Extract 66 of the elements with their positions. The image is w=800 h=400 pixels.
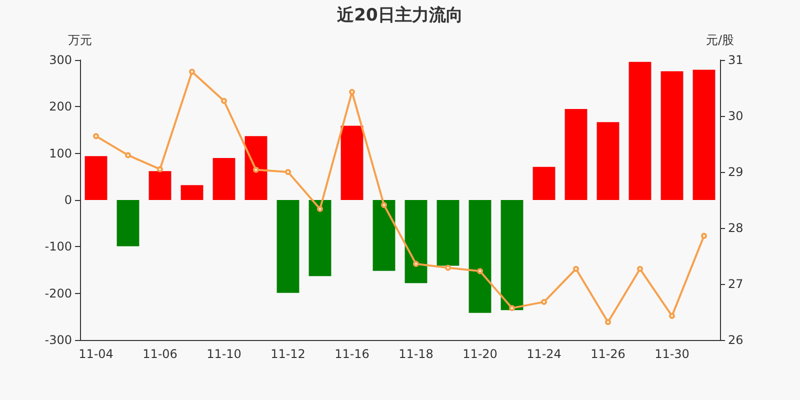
point	[349, 88, 355, 95]
y-tick-label: 300	[49, 53, 72, 67]
y2-tick-label: 28	[728, 221, 744, 235]
x-tick-label: 11-30	[654, 347, 690, 361]
y-tick-label: -100	[44, 240, 72, 254]
point	[413, 260, 419, 267]
x-tick-label: 11-12	[270, 347, 306, 361]
bar	[276, 200, 300, 293]
chart-title: 近20日主力流向	[336, 6, 463, 26]
bar	[404, 200, 428, 284]
y-tick-label: -300	[44, 333, 72, 347]
x-tick-label: 11-26	[590, 347, 626, 361]
x-tick-label: 11-20	[462, 347, 498, 361]
point	[285, 169, 291, 175]
point	[573, 266, 579, 272]
y2-tick-label: 29	[728, 165, 744, 179]
y2-tick-label: 26	[728, 333, 744, 347]
bar	[180, 185, 204, 200]
y-tick-label: 100	[49, 146, 72, 160]
bar	[436, 200, 460, 266]
point	[157, 166, 163, 172]
point	[125, 152, 131, 158]
x-tick-label: 11-10	[206, 347, 242, 361]
y2-tick-label: 31	[728, 53, 744, 67]
bar	[372, 200, 396, 271]
bar	[564, 109, 588, 200]
bar	[308, 200, 332, 276]
bar	[340, 126, 364, 200]
bar	[148, 171, 172, 200]
y-tick-label: 200	[49, 100, 72, 114]
y2-axis-title: 元/股	[706, 33, 734, 47]
y2-tick-label: 27	[728, 277, 744, 291]
x-tick-label: 11-06	[142, 347, 178, 361]
point	[381, 202, 387, 208]
bar	[212, 158, 236, 200]
bar	[244, 136, 268, 200]
bar	[500, 200, 524, 310]
point	[605, 319, 611, 326]
point	[189, 68, 195, 75]
point	[541, 298, 547, 305]
point	[509, 305, 515, 312]
point	[477, 268, 483, 274]
point	[317, 206, 323, 212]
bar	[532, 166, 556, 200]
y2-tick-label: 30	[728, 109, 744, 123]
y-tick-label: 0	[64, 193, 72, 207]
point	[221, 98, 227, 104]
x-tick-label: 11-24	[526, 347, 562, 361]
point	[93, 133, 99, 140]
bar	[468, 200, 492, 313]
point	[669, 312, 675, 319]
x-tick-label: 11-18	[398, 347, 434, 361]
bar	[116, 200, 140, 246]
y-axis-title: 万元	[68, 33, 92, 47]
x-tick-label: 11-16	[334, 347, 370, 361]
y-tick-label: -200	[44, 286, 72, 300]
bar	[596, 122, 620, 200]
x-tick-label: 11-04	[78, 347, 114, 361]
point	[253, 166, 259, 173]
bar	[84, 156, 108, 200]
bar	[692, 70, 716, 200]
point	[445, 264, 451, 271]
bar	[660, 71, 684, 200]
point	[637, 266, 643, 272]
bar	[628, 62, 652, 200]
point	[701, 232, 707, 239]
